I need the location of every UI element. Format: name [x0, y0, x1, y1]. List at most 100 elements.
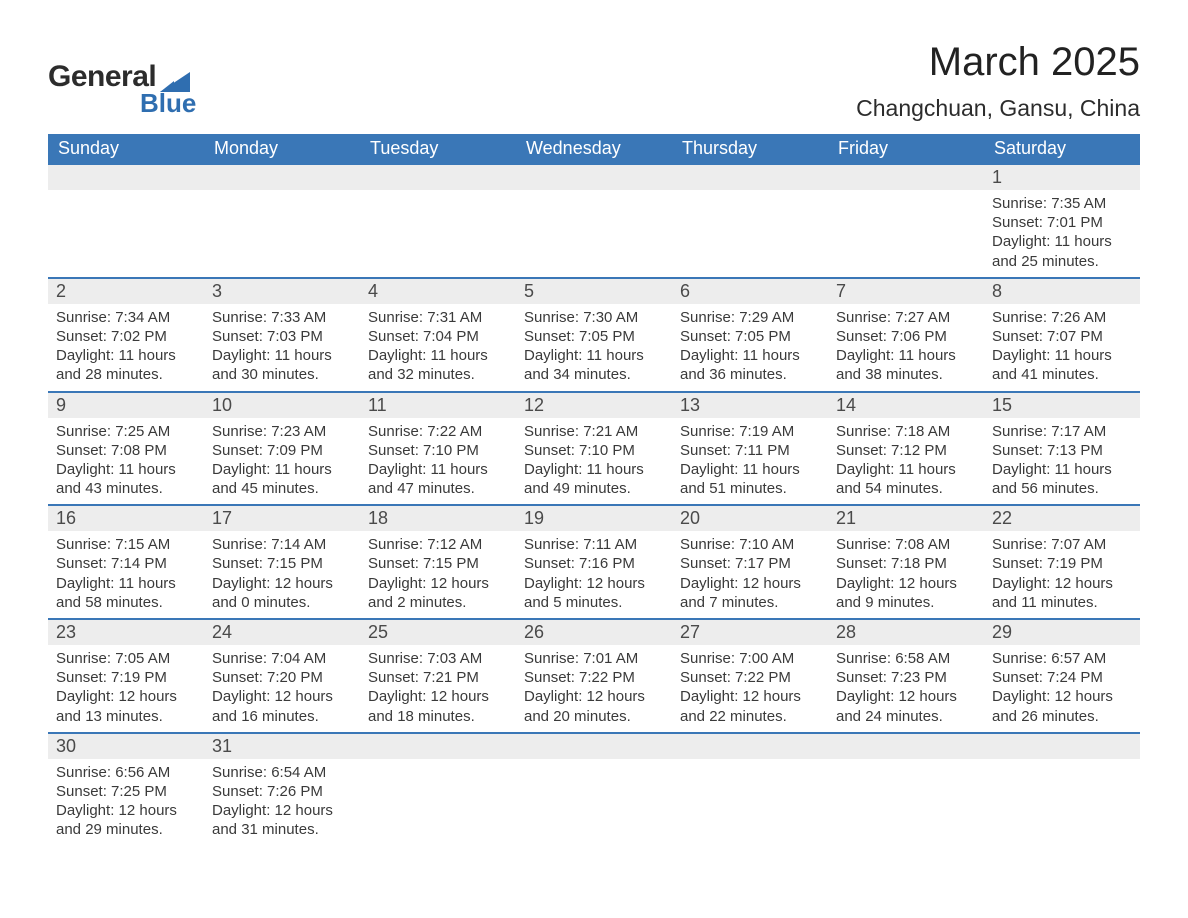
day-details: Sunrise: 7:00 AMSunset: 7:22 PMDaylight:… [672, 645, 828, 732]
day-sunset: Sunset: 7:09 PM [212, 441, 352, 460]
day-sunset: Sunset: 7:15 PM [212, 554, 352, 573]
day-dl1: Daylight: 11 hours [56, 346, 196, 365]
day-number: 25 [360, 620, 516, 645]
day-details: Sunrise: 7:04 AMSunset: 7:20 PMDaylight:… [204, 645, 360, 732]
calendar-week-row: 9Sunrise: 7:25 AMSunset: 7:08 PMDaylight… [48, 392, 1140, 506]
day-sunset: Sunset: 7:22 PM [680, 668, 820, 687]
day-details: Sunrise: 7:25 AMSunset: 7:08 PMDaylight:… [48, 418, 204, 505]
weekday-header: Wednesday [516, 134, 672, 165]
day-details: Sunrise: 7:35 AMSunset: 7:01 PMDaylight:… [984, 190, 1140, 277]
day-number: 26 [516, 620, 672, 645]
day-number: 28 [828, 620, 984, 645]
page-title: March 2025 [856, 40, 1140, 85]
day-number: 31 [204, 734, 360, 759]
day-sunrise: Sunrise: 7:26 AM [992, 308, 1132, 327]
day-number: 5 [516, 279, 672, 304]
calendar-cell: 17Sunrise: 7:14 AMSunset: 7:15 PMDayligh… [204, 505, 360, 619]
day-dl1: Daylight: 11 hours [524, 346, 664, 365]
calendar-cell: 28Sunrise: 6:58 AMSunset: 7:23 PMDayligh… [828, 619, 984, 733]
day-dl2: and 43 minutes. [56, 479, 196, 498]
calendar-cell [828, 733, 984, 846]
day-details [672, 759, 828, 837]
calendar-cell: 16Sunrise: 7:15 AMSunset: 7:14 PMDayligh… [48, 505, 204, 619]
day-sunset: Sunset: 7:08 PM [56, 441, 196, 460]
weekday-header-row: Sunday Monday Tuesday Wednesday Thursday… [48, 134, 1140, 165]
day-details: Sunrise: 7:17 AMSunset: 7:13 PMDaylight:… [984, 418, 1140, 505]
day-number: 15 [984, 393, 1140, 418]
day-dl2: and 47 minutes. [368, 479, 508, 498]
day-details: Sunrise: 7:21 AMSunset: 7:10 PMDaylight:… [516, 418, 672, 505]
day-sunset: Sunset: 7:05 PM [524, 327, 664, 346]
day-sunset: Sunset: 7:25 PM [56, 782, 196, 801]
day-dl2: and 30 minutes. [212, 365, 352, 384]
day-sunset: Sunset: 7:21 PM [368, 668, 508, 687]
day-details [516, 759, 672, 837]
calendar-cell: 9Sunrise: 7:25 AMSunset: 7:08 PMDaylight… [48, 392, 204, 506]
day-sunset: Sunset: 7:15 PM [368, 554, 508, 573]
day-details: Sunrise: 7:27 AMSunset: 7:06 PMDaylight:… [828, 304, 984, 391]
day-dl2: and 41 minutes. [992, 365, 1132, 384]
day-sunrise: Sunrise: 7:08 AM [836, 535, 976, 554]
day-number: 14 [828, 393, 984, 418]
calendar-cell [828, 165, 984, 278]
day-dl1: Daylight: 11 hours [212, 460, 352, 479]
day-dl1: Daylight: 12 hours [524, 687, 664, 706]
day-number: 17 [204, 506, 360, 531]
day-dl1: Daylight: 11 hours [836, 346, 976, 365]
calendar-cell: 25 Sunrise: 7:03 AMSunset: 7:21 PMDayligh… [360, 619, 516, 733]
day-dl2: and 2 minutes. [368, 593, 508, 612]
day-dl1: Daylight: 11 hours [56, 460, 196, 479]
day-number [204, 165, 360, 190]
day-details: Sunrise: 7:26 AMSunset: 7:07 PMDaylight:… [984, 304, 1140, 391]
day-number [828, 734, 984, 759]
day-number: 9 [48, 393, 204, 418]
day-details [204, 190, 360, 268]
day-dl2: and 9 minutes. [836, 593, 976, 612]
day-sunrise: Sunrise: 7:03 AM [368, 649, 508, 668]
calendar-week-row: 16Sunrise: 7:15 AMSunset: 7:14 PMDayligh… [48, 505, 1140, 619]
day-sunrise: Sunrise: 7:01 AM [524, 649, 664, 668]
day-dl2: and 36 minutes. [680, 365, 820, 384]
day-dl1: Daylight: 12 hours [992, 574, 1132, 593]
day-sunrise: Sunrise: 7:18 AM [836, 422, 976, 441]
day-dl1: Daylight: 12 hours [368, 687, 508, 706]
day-dl2: and 31 minutes. [212, 820, 352, 839]
day-sunrise: Sunrise: 7:30 AM [524, 308, 664, 327]
day-details [360, 190, 516, 268]
day-sunset: Sunset: 7:10 PM [524, 441, 664, 460]
weekday-header: Friday [828, 134, 984, 165]
day-details: Sunrise: 6:54 AMSunset: 7:26 PMDaylight:… [204, 759, 360, 846]
day-number: 11 [360, 393, 516, 418]
day-number [360, 165, 516, 190]
day-sunrise: Sunrise: 6:58 AM [836, 649, 976, 668]
day-sunrise: Sunrise: 7:15 AM [56, 535, 196, 554]
day-dl1: Daylight: 12 hours [212, 801, 352, 820]
day-details: Sunrise: 6:58 AMSunset: 7:23 PMDaylight:… [828, 645, 984, 732]
day-sunset: Sunset: 7:18 PM [836, 554, 976, 573]
day-details: Sunrise: 7:18 AMSunset: 7:12 PMDaylight:… [828, 418, 984, 505]
day-details: Sunrise: 7:01 AMSunset: 7:22 PMDaylight:… [516, 645, 672, 732]
day-sunrise: Sunrise: 6:54 AM [212, 763, 352, 782]
day-sunset: Sunset: 7:17 PM [680, 554, 820, 573]
day-number: 8 [984, 279, 1140, 304]
day-number: 1 [984, 165, 1140, 190]
weekday-header: Monday [204, 134, 360, 165]
day-details: Sunrise: 6:56 AMSunset: 7:25 PMDaylight:… [48, 759, 204, 846]
day-sunset: Sunset: 7:14 PM [56, 554, 196, 573]
calendar-cell: 3Sunrise: 7:33 AMSunset: 7:03 PMDaylight… [204, 278, 360, 392]
day-dl2: and 45 minutes. [212, 479, 352, 498]
day-details [828, 759, 984, 837]
calendar-cell: 10Sunrise: 7:23 AMSunset: 7:09 PMDayligh… [204, 392, 360, 506]
day-dl1: Daylight: 12 hours [992, 687, 1132, 706]
title-block: March 2025 Changchuan, Gansu, China [856, 40, 1140, 122]
day-details: Sunrise: 7:30 AMSunset: 7:05 PMDaylight:… [516, 304, 672, 391]
day-sunset: Sunset: 7:22 PM [524, 668, 664, 687]
day-dl1: Daylight: 12 hours [56, 801, 196, 820]
calendar-cell: 13Sunrise: 7:19 AMSunset: 7:11 PMDayligh… [672, 392, 828, 506]
day-dl2: and 51 minutes. [680, 479, 820, 498]
day-sunrise: Sunrise: 7:21 AM [524, 422, 664, 441]
day-number [360, 734, 516, 759]
day-details: Sunrise: 7:05 AMSunset: 7:19 PMDaylight:… [48, 645, 204, 732]
day-dl2: and 28 minutes. [56, 365, 196, 384]
day-details [984, 759, 1140, 837]
